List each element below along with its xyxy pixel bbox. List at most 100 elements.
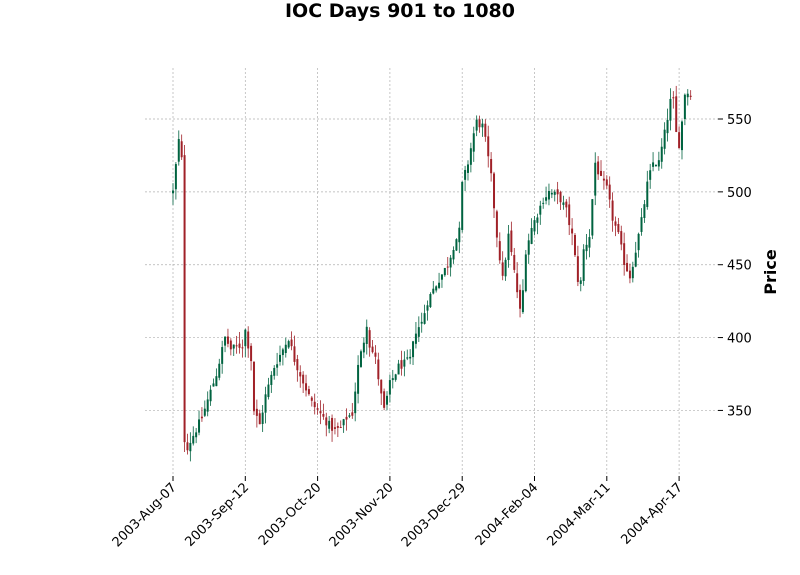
x-tick-label: 2003-Nov-20 xyxy=(327,480,397,550)
candle-body xyxy=(466,164,469,173)
x-tick-label: 2003-Sep-12 xyxy=(182,480,252,550)
candle-body xyxy=(652,162,655,167)
candle-body xyxy=(333,427,336,429)
candle-body xyxy=(192,435,195,444)
candle-body xyxy=(183,155,186,443)
candle-body xyxy=(553,191,556,195)
candle-body xyxy=(345,416,348,420)
candle-body xyxy=(371,346,374,353)
candle-body xyxy=(229,340,232,350)
candle-body xyxy=(270,374,273,385)
candle-body xyxy=(521,290,524,313)
candle-body xyxy=(669,98,672,121)
candle-body xyxy=(478,119,481,128)
candle-body xyxy=(680,121,683,151)
candle-body xyxy=(446,266,449,268)
candle-body xyxy=(264,394,267,413)
x-tick-label: 2003-Aug-07 xyxy=(110,480,180,550)
candle-body xyxy=(637,233,640,251)
candle-body xyxy=(550,192,553,195)
candle-body xyxy=(631,266,634,279)
candle-body xyxy=(440,274,443,280)
candle-body xyxy=(310,397,313,401)
candle-body xyxy=(331,417,334,431)
candle-body xyxy=(536,217,539,223)
candle-body xyxy=(235,345,238,347)
candle-body xyxy=(675,96,678,132)
candle-body xyxy=(325,417,328,426)
candle-body xyxy=(452,249,455,260)
candle-body xyxy=(290,339,293,347)
candle-body xyxy=(547,190,550,200)
candle-body xyxy=(678,132,681,149)
candle-body xyxy=(244,329,247,347)
candle-body xyxy=(602,178,605,181)
candle-body xyxy=(273,367,276,376)
candle-body xyxy=(339,426,342,428)
candle-body xyxy=(403,359,406,367)
candle-body xyxy=(510,230,513,253)
candle-body xyxy=(443,268,446,276)
candle-body xyxy=(516,273,519,293)
candle-body xyxy=(221,347,224,364)
candle-body xyxy=(585,244,588,252)
candle-body xyxy=(469,148,472,165)
x-tick-label: 2004-Feb-04 xyxy=(473,480,542,549)
candle-body xyxy=(614,221,617,226)
candle-body xyxy=(487,136,490,157)
candle-body xyxy=(438,282,441,288)
candle-body xyxy=(582,249,585,281)
candle-body xyxy=(683,94,686,119)
candle-body xyxy=(571,228,574,234)
candle-body xyxy=(420,321,423,324)
x-axis-ticks: 2003-Aug-07 2003-Sep-12 2003-Oct-20 2003-No… xyxy=(110,476,686,550)
candle-body xyxy=(342,419,345,426)
candle-body xyxy=(302,374,305,384)
candle-body xyxy=(336,426,339,428)
candle-body xyxy=(672,97,675,99)
candle-body xyxy=(224,336,227,346)
candle-body xyxy=(634,252,637,267)
candle-body xyxy=(226,336,229,344)
candle-body xyxy=(299,372,302,377)
candle-body xyxy=(397,363,400,375)
candle-body xyxy=(412,341,415,358)
candle-body xyxy=(174,164,177,190)
candle-body xyxy=(513,254,516,270)
candle-body xyxy=(293,346,296,362)
candle-body xyxy=(261,412,264,424)
candle-body xyxy=(556,189,559,195)
candle-body xyxy=(348,415,351,417)
candle-body xyxy=(386,395,389,405)
candle-body xyxy=(640,217,643,232)
candle-body xyxy=(296,359,299,371)
y-tick-label: 350 xyxy=(727,404,752,419)
candle-body xyxy=(617,224,620,233)
candle-body xyxy=(646,181,649,207)
candle-body xyxy=(232,344,235,349)
candle-body xyxy=(359,351,362,367)
candle-body xyxy=(565,201,568,208)
candle-body xyxy=(530,227,533,244)
candle-body xyxy=(177,139,180,162)
candle-body xyxy=(533,220,536,232)
candle-body xyxy=(455,239,458,251)
x-tick-label: 2003-Oct-20 xyxy=(256,480,324,548)
candle-body xyxy=(305,383,308,391)
candle-body xyxy=(519,289,522,309)
candle-body xyxy=(252,361,255,412)
candle-body xyxy=(409,356,412,359)
candle-body xyxy=(493,173,496,209)
candle-body xyxy=(195,432,198,438)
candle-body xyxy=(319,411,322,414)
candle-body xyxy=(594,162,597,196)
candle-body xyxy=(475,119,478,131)
chart-title: IOC Days 901 to 1080 xyxy=(284,0,515,22)
candle-body xyxy=(198,419,201,433)
candle-body xyxy=(657,160,660,167)
candle-body xyxy=(351,412,354,416)
candle-body xyxy=(238,343,241,348)
candle-body xyxy=(423,313,426,324)
candle-body xyxy=(322,413,325,417)
x-tick-label: 2003-Dec-29 xyxy=(399,480,469,550)
